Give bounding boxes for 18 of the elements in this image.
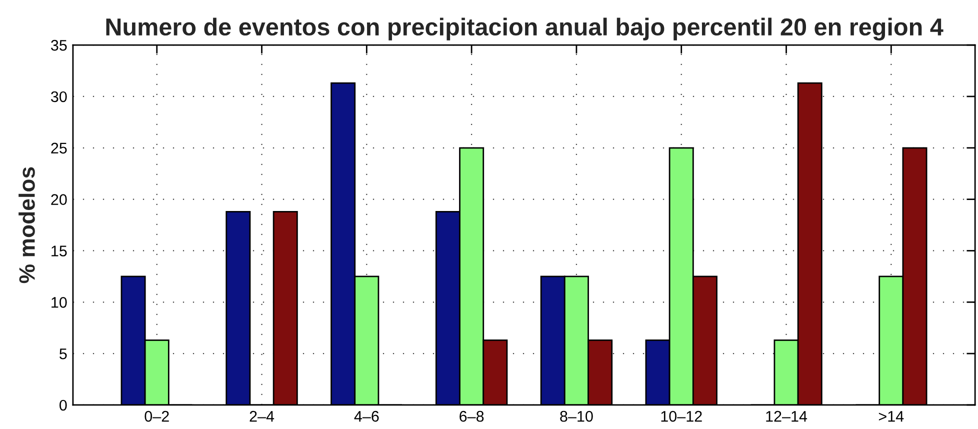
y-tick-label: 25 — [51, 142, 67, 154]
chart-title: Numero de eventos con precipitacion anual bajo percentil 20 en region 4 — [106, 18, 944, 40]
x-tick-label: 0–2 — [144, 410, 169, 422]
y-tick-label: 35 — [50, 40, 67, 51]
y-tick-label: 20 — [51, 194, 67, 205]
x-tick-label: 4–6 — [354, 410, 379, 422]
x-tick-label: 2–4 — [250, 410, 274, 422]
y-tick-label: 0 — [60, 400, 67, 411]
x-tick-label: 6–8 — [460, 410, 484, 422]
x-tick-label: 10–12 — [661, 410, 702, 422]
x-tick-label: 8–10 — [560, 410, 593, 422]
y-axis-title: % modelos — [18, 167, 35, 284]
x-tick-label: >14 — [878, 411, 904, 422]
y-tick-label: 15 — [52, 246, 67, 256]
x-tick-label: 12–14 — [766, 410, 808, 422]
y-tick-label: 10 — [52, 297, 67, 308]
y-tick-label: 30 — [50, 91, 67, 102]
y-tick-label: 5 — [60, 348, 67, 360]
